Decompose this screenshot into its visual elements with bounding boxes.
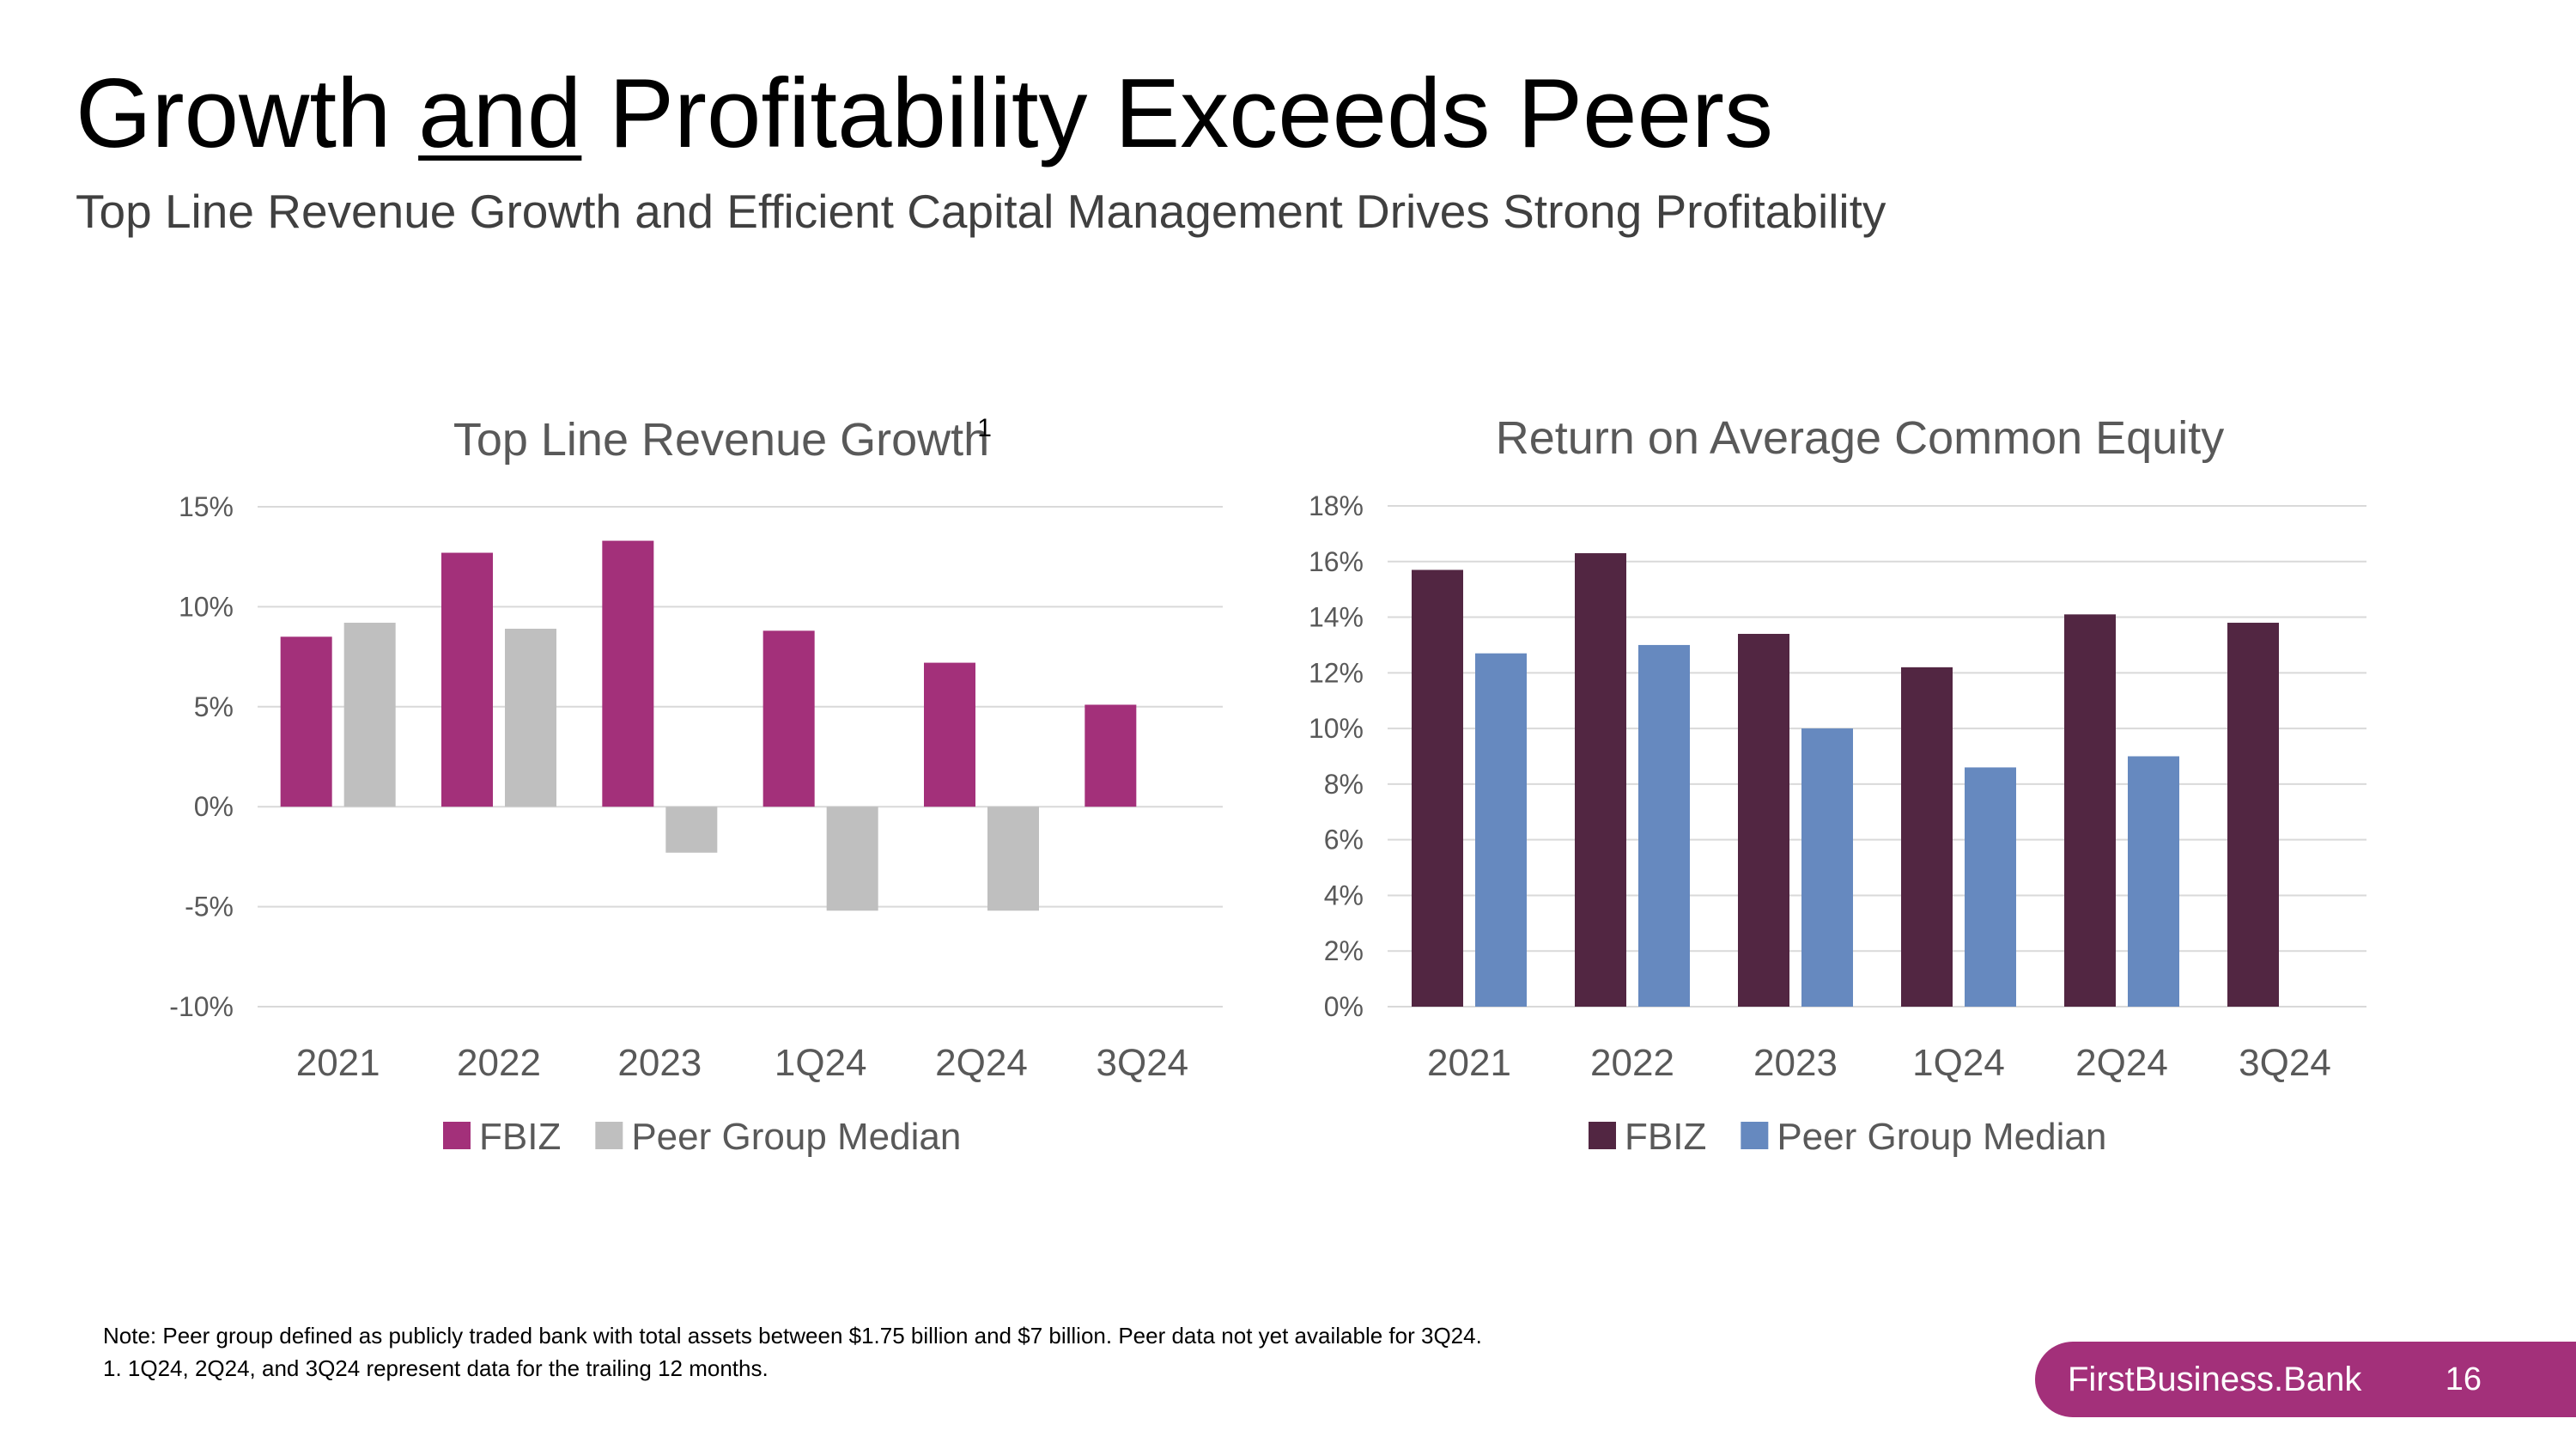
revenue-legend-swatch-peer: [595, 1122, 623, 1149]
revenue-bar-peer: [343, 623, 396, 807]
ttm-footnote: 1. 1Q24, 2Q24, and 3Q24 represent data f…: [103, 1355, 769, 1381]
title-part-2: Profitability Exceeds Peers: [581, 59, 1773, 168]
roe-chart-title: Return on Average Common Equity: [1496, 412, 2224, 464]
revenue-y-tick-label: 15%: [179, 491, 234, 522]
roe-bar-peer: [1965, 767, 2016, 1007]
roe-y-tick-label: 12%: [1309, 657, 1364, 688]
title-underlined-word: and: [418, 59, 582, 168]
brand-logo-text: FirstBusiness.Bank: [2068, 1360, 2362, 1398]
roe-bar-fbiz: [1575, 553, 1626, 1007]
roe-bar-fbiz: [2064, 614, 2116, 1007]
roe-x-tick-label: 2022: [1590, 1042, 1674, 1084]
roe-bar-peer: [1801, 728, 1853, 1007]
revenue-bar-fbiz: [441, 552, 493, 807]
revenue-legend-label-fbiz: FBIZ: [479, 1116, 561, 1158]
footnotes: Note: Peer group defined as publicly tra…: [103, 1320, 1482, 1385]
revenue-legend-label-peer: Peer Group Median: [631, 1116, 961, 1158]
revenue-y-tick-label: -5%: [185, 892, 234, 922]
revenue-x-tick-label: 1Q24: [775, 1042, 867, 1084]
revenue-x-tick-label: 2Q24: [935, 1042, 1028, 1084]
revenue-x-tick-label: 2021: [296, 1042, 380, 1084]
roe-y-tick-label: 6%: [1324, 825, 1364, 855]
roe-legend-swatch-peer: [1741, 1122, 1769, 1149]
revenue-bar-fbiz: [1084, 704, 1137, 807]
roe-y-tick-label: 8%: [1324, 769, 1364, 800]
roe-x-tick-label: 2021: [1427, 1042, 1511, 1084]
peer-group-note: Note: Peer group defined as publicly tra…: [103, 1323, 1482, 1349]
footer-band: FirstBusiness.Bank 16: [2035, 1342, 2576, 1417]
revenue-x-tick-label: 2022: [457, 1042, 541, 1084]
revenue-y-tick-label: 0%: [194, 791, 234, 822]
roe-y-tick-label: 16%: [1309, 546, 1364, 577]
roe-bar-fbiz: [1412, 569, 1463, 1007]
roe-x-tick-label: 2Q24: [2075, 1042, 2168, 1084]
revenue-chart-title: Top Line Revenue Growth: [453, 414, 989, 466]
roe-y-tick-label: 0%: [1324, 991, 1364, 1022]
roe-bar-fbiz: [1901, 667, 1953, 1007]
revenue-y-tick-label: 10%: [179, 591, 234, 622]
roe-bar-peer: [1475, 653, 1527, 1007]
revenue-bar-peer: [665, 807, 718, 853]
revenue-x-tick-label: 2023: [617, 1042, 702, 1084]
revenue-title-footnote-marker: 1: [977, 414, 992, 442]
roe-legend-label-peer: Peer Group Median: [1777, 1116, 2106, 1158]
revenue-bar-fbiz: [602, 540, 654, 807]
roe-y-tick-label: 4%: [1324, 880, 1364, 910]
roe-legend-swatch-fbiz: [1589, 1122, 1616, 1149]
revenue-bar-peer: [505, 629, 556, 807]
roe-legend-label-fbiz: FBIZ: [1625, 1116, 1706, 1158]
revenue-bar-fbiz: [924, 662, 975, 807]
roe-x-tick-label: 1Q24: [1912, 1042, 2005, 1084]
roe-bar-peer: [2128, 756, 2179, 1007]
revenue-bar-peer: [826, 807, 878, 911]
roe-bar-fbiz: [1738, 633, 1789, 1007]
revenue-legend-swatch-fbiz: [443, 1122, 471, 1149]
revenue-bar-peer: [987, 807, 1039, 911]
roe-y-tick-label: 2%: [1324, 935, 1364, 966]
roe-y-tick-label: 14%: [1309, 602, 1364, 633]
roe-x-tick-label: 2023: [1753, 1042, 1838, 1084]
revenue-bar-fbiz: [280, 636, 332, 807]
slide-subtitle: Top Line Revenue Growth and Efficient Ca…: [76, 185, 1886, 238]
roe-bar-peer: [1638, 644, 1690, 1007]
revenue-y-tick-label: 5%: [194, 691, 234, 722]
slide-title: Growth and Profitability Exceeds Peers: [76, 60, 1773, 167]
revenue-bar-fbiz: [762, 630, 815, 807]
roe-y-tick-label: 10%: [1309, 713, 1364, 744]
revenue-y-tick-label: -10%: [169, 991, 234, 1022]
page-number: 16: [2445, 1361, 2482, 1397]
roe-y-tick-label: 18%: [1309, 490, 1364, 521]
revenue-x-tick-label: 3Q24: [1097, 1042, 1189, 1084]
roe-x-tick-label: 3Q24: [2239, 1042, 2331, 1084]
title-part-1: Growth: [76, 59, 419, 168]
roe-bar-fbiz: [2227, 623, 2279, 1007]
